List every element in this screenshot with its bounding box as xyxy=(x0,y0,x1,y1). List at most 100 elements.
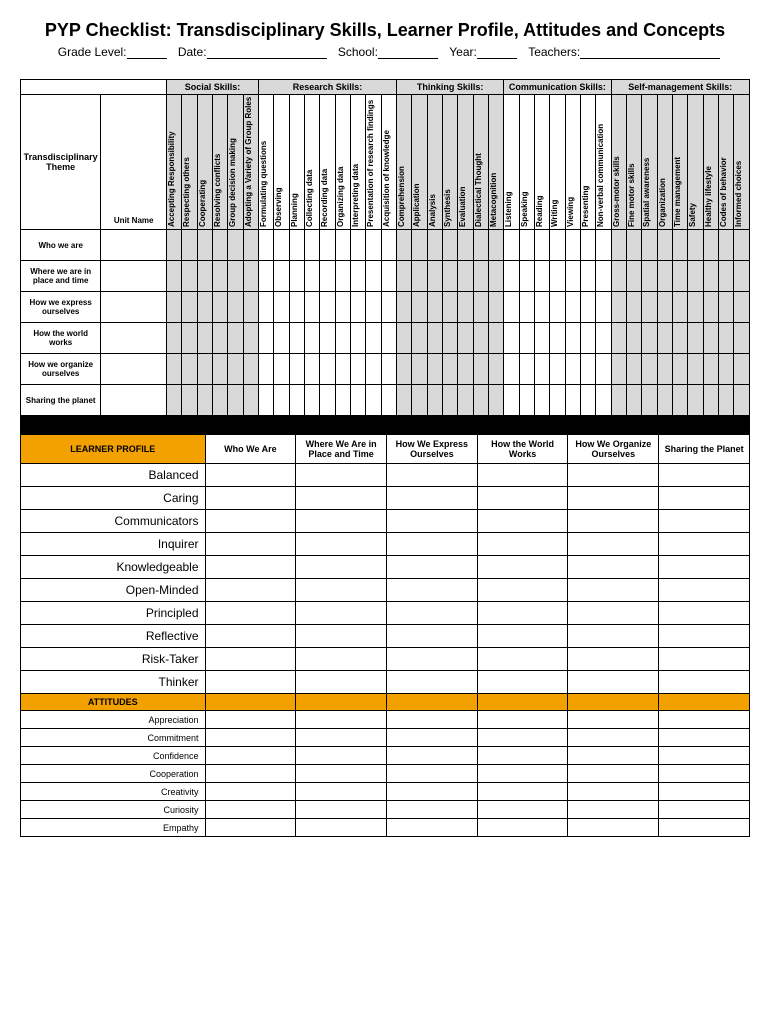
profile-cell[interactable] xyxy=(659,510,750,533)
skill-cell[interactable] xyxy=(274,354,289,385)
skill-cell[interactable] xyxy=(320,354,335,385)
skill-cell[interactable] xyxy=(718,354,733,385)
skill-cell[interactable] xyxy=(657,292,672,323)
skill-cell[interactable] xyxy=(335,261,350,292)
skill-cell[interactable] xyxy=(304,323,319,354)
school-blank[interactable] xyxy=(378,58,438,59)
profile-cell[interactable] xyxy=(296,579,387,602)
skill-cell[interactable] xyxy=(473,230,488,261)
profile-cell[interactable] xyxy=(659,556,750,579)
skill-cell[interactable] xyxy=(642,323,657,354)
skill-cell[interactable] xyxy=(427,354,442,385)
skill-cell[interactable] xyxy=(412,230,427,261)
skill-cell[interactable] xyxy=(182,230,197,261)
profile-cell[interactable] xyxy=(568,533,659,556)
skill-cell[interactable] xyxy=(473,261,488,292)
skill-cell[interactable] xyxy=(672,385,687,416)
profile-cell[interactable] xyxy=(659,464,750,487)
skill-cell[interactable] xyxy=(259,230,274,261)
unit-cell[interactable] xyxy=(101,354,167,385)
skill-cell[interactable] xyxy=(197,292,212,323)
skill-cell[interactable] xyxy=(611,261,626,292)
attitude-cell[interactable] xyxy=(568,765,659,783)
attitude-cell[interactable] xyxy=(477,729,568,747)
skill-cell[interactable] xyxy=(688,354,703,385)
skill-cell[interactable] xyxy=(396,261,411,292)
skill-cell[interactable] xyxy=(289,354,304,385)
teachers-blank[interactable] xyxy=(580,58,720,59)
skill-cell[interactable] xyxy=(259,385,274,416)
skill-cell[interactable] xyxy=(197,323,212,354)
skill-cell[interactable] xyxy=(580,323,595,354)
grade-blank[interactable] xyxy=(127,58,167,59)
skill-cell[interactable] xyxy=(228,292,243,323)
skill-cell[interactable] xyxy=(381,292,396,323)
skill-cell[interactable] xyxy=(259,292,274,323)
unit-cell[interactable] xyxy=(101,230,167,261)
skill-cell[interactable] xyxy=(381,261,396,292)
skill-cell[interactable] xyxy=(718,292,733,323)
skill-cell[interactable] xyxy=(228,323,243,354)
skill-cell[interactable] xyxy=(688,323,703,354)
skill-cell[interactable] xyxy=(596,230,611,261)
skill-cell[interactable] xyxy=(243,261,258,292)
attitude-cell[interactable] xyxy=(477,711,568,729)
skill-cell[interactable] xyxy=(167,323,182,354)
attitude-cell[interactable] xyxy=(568,801,659,819)
skill-cell[interactable] xyxy=(381,354,396,385)
skill-cell[interactable] xyxy=(504,292,519,323)
profile-cell[interactable] xyxy=(477,510,568,533)
skill-cell[interactable] xyxy=(213,261,228,292)
skill-cell[interactable] xyxy=(596,261,611,292)
skill-cell[interactable] xyxy=(182,354,197,385)
skill-cell[interactable] xyxy=(427,292,442,323)
skill-cell[interactable] xyxy=(657,261,672,292)
skill-cell[interactable] xyxy=(580,230,595,261)
skill-cell[interactable] xyxy=(519,385,534,416)
skill-cell[interactable] xyxy=(167,230,182,261)
skill-cell[interactable] xyxy=(657,230,672,261)
attitude-cell[interactable] xyxy=(659,729,750,747)
skill-cell[interactable] xyxy=(534,354,549,385)
skill-cell[interactable] xyxy=(396,354,411,385)
attitude-cell[interactable] xyxy=(296,765,387,783)
skill-cell[interactable] xyxy=(259,354,274,385)
skill-cell[interactable] xyxy=(182,323,197,354)
attitude-cell[interactable] xyxy=(659,801,750,819)
attitude-cell[interactable] xyxy=(477,783,568,801)
profile-cell[interactable] xyxy=(296,510,387,533)
profile-cell[interactable] xyxy=(477,648,568,671)
profile-cell[interactable] xyxy=(659,648,750,671)
profile-cell[interactable] xyxy=(659,533,750,556)
skill-cell[interactable] xyxy=(580,354,595,385)
skill-cell[interactable] xyxy=(442,354,457,385)
profile-cell[interactable] xyxy=(205,533,296,556)
skill-cell[interactable] xyxy=(488,261,503,292)
skill-cell[interactable] xyxy=(396,292,411,323)
skill-cell[interactable] xyxy=(672,230,687,261)
skill-cell[interactable] xyxy=(642,354,657,385)
attitude-cell[interactable] xyxy=(659,765,750,783)
skill-cell[interactable] xyxy=(335,354,350,385)
profile-cell[interactable] xyxy=(568,464,659,487)
profile-cell[interactable] xyxy=(205,671,296,694)
skill-cell[interactable] xyxy=(626,354,641,385)
skill-cell[interactable] xyxy=(565,323,580,354)
skill-cell[interactable] xyxy=(274,292,289,323)
attitude-cell[interactable] xyxy=(205,783,296,801)
skill-cell[interactable] xyxy=(458,354,473,385)
skill-cell[interactable] xyxy=(703,261,718,292)
skill-cell[interactable] xyxy=(274,323,289,354)
skill-cell[interactable] xyxy=(504,354,519,385)
attitude-cell[interactable] xyxy=(296,711,387,729)
skill-cell[interactable] xyxy=(289,323,304,354)
profile-cell[interactable] xyxy=(296,602,387,625)
attitude-cell[interactable] xyxy=(568,747,659,765)
skill-cell[interactable] xyxy=(304,354,319,385)
skill-cell[interactable] xyxy=(611,323,626,354)
profile-cell[interactable] xyxy=(386,510,477,533)
skill-cell[interactable] xyxy=(350,323,365,354)
profile-cell[interactable] xyxy=(477,625,568,648)
skill-cell[interactable] xyxy=(213,323,228,354)
skill-cell[interactable] xyxy=(718,261,733,292)
